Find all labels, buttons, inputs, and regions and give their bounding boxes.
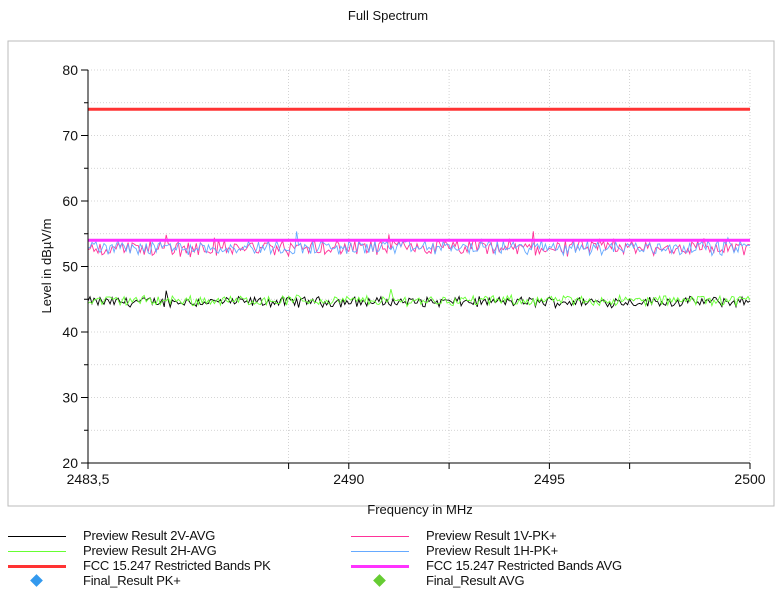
x-tick-label: 2500 [734, 471, 765, 487]
y-tick-label: 20 [62, 455, 78, 471]
series-line-5 [87, 231, 751, 257]
series-line-1 [87, 288, 751, 308]
x-tick-label: 2495 [534, 471, 565, 487]
legend-swatch [8, 565, 66, 568]
y-tick-label: 40 [62, 324, 78, 340]
legend-label: Preview Result 2H-AVG [83, 543, 217, 558]
legend-item: Final_Result AVG [351, 573, 681, 591]
y-tick-label: 60 [62, 193, 78, 209]
spectrum-chart: Full Spectrum 20 30 40 50 60 70 80 2483,5 2490 24… [7, 8, 775, 517]
legend-item: Preview Result 1H-PK+ [351, 543, 681, 561]
legend-item: Final_Result PK+ [8, 573, 338, 591]
legend-swatch [8, 536, 66, 537]
legend-label: Preview Result 1H-PK+ [426, 543, 558, 558]
legend-swatch [351, 536, 409, 537]
legend-item: FCC 15.247 Restricted Bands AVG [351, 558, 681, 576]
x-tick-label: 2483,5 [67, 471, 110, 487]
legend-item: Preview Result 2V-AVG [8, 528, 338, 546]
legend-swatch [351, 565, 409, 568]
legend-label: Final_Result AVG [426, 573, 525, 588]
y-axis-label: Level in dBµV/m [39, 219, 54, 314]
legend-label: Final_Result PK+ [83, 573, 181, 588]
chart-frame [7, 40, 775, 507]
legend-label: FCC 15.247 Restricted Bands AVG [426, 558, 622, 573]
legend-item: Preview Result 1V-PK+ [351, 528, 681, 546]
y-tick-label: 30 [62, 390, 78, 406]
legend-label: Preview Result 2V-AVG [83, 528, 216, 543]
y-tick-label: 80 [62, 62, 78, 78]
legend-item: FCC 15.247 Restricted Bands PK [8, 558, 338, 576]
chart-title: Full Spectrum [348, 8, 428, 23]
legend-swatch [8, 551, 66, 552]
legend-swatch [351, 551, 409, 552]
legend: Preview Result 2V-AVG Preview Result 2H-A… [0, 528, 776, 605]
series-layer [87, 107, 751, 310]
axes: 20 30 40 50 60 70 80 2483,5 2490 2495 2500 [62, 62, 765, 487]
legend-marker [373, 574, 386, 587]
x-axis-label: Frequency in MHz [367, 502, 472, 517]
x-tick-label: 2490 [333, 471, 364, 487]
y-tick-label: 50 [62, 259, 78, 275]
legend-marker [30, 574, 43, 587]
y-tick-label: 70 [62, 128, 78, 144]
legend-label: Preview Result 1V-PK+ [426, 528, 557, 543]
legend-label: FCC 15.247 Restricted Bands PK [83, 558, 271, 573]
legend-item: Preview Result 2H-AVG [8, 543, 338, 561]
